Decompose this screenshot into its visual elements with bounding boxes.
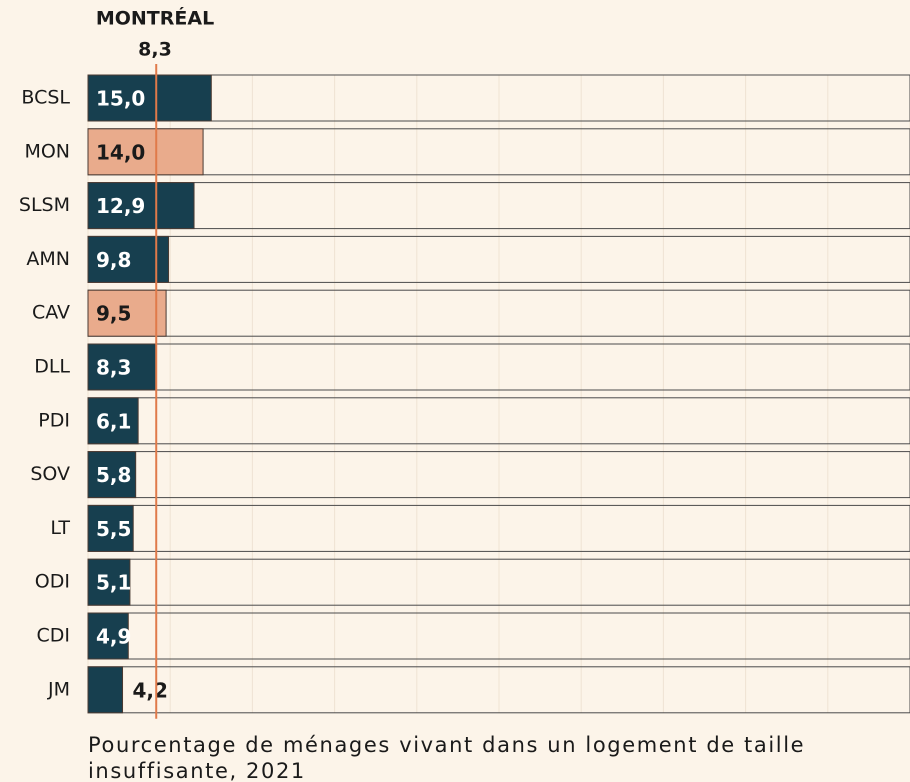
value-label: 6,1: [96, 409, 131, 433]
value-label: 9,8: [96, 248, 131, 272]
y-tick-label: PDI: [38, 409, 70, 431]
bar: [87, 74, 212, 122]
y-tick-label: DLL: [34, 356, 70, 378]
y-tick-label: ODI: [35, 571, 70, 593]
bar: [87, 397, 139, 445]
y-tick-label: AMN: [26, 248, 70, 270]
bar: [87, 235, 170, 283]
value-label: 15,0: [96, 87, 145, 111]
y-tick-label: SOV: [30, 463, 70, 485]
chart-title: Pourcentage de ménages vivant dans un lo…: [88, 733, 806, 782]
y-tick-label: BCSL: [21, 87, 70, 109]
value-label: 4,9: [96, 625, 131, 649]
bar: [87, 128, 204, 176]
value-label: 14,0: [96, 140, 145, 164]
y-tick-label: CDI: [36, 625, 70, 647]
value-label: 5,8: [96, 463, 131, 487]
value-label: 4,2: [133, 678, 168, 702]
y-tick-label: SLSM: [19, 194, 70, 216]
value-label: 5,1: [96, 571, 131, 595]
bar: [87, 343, 157, 391]
bar: [87, 182, 195, 230]
value-label: 12,9: [96, 194, 145, 218]
bar: [87, 504, 134, 552]
y-tick-label: JM: [47, 678, 70, 700]
bar: [87, 558, 131, 606]
value-label: 8,3: [96, 356, 131, 380]
reference-label: MONTRÉAL: [96, 7, 214, 30]
bar: [87, 451, 137, 499]
y-tick-label: MON: [24, 140, 70, 162]
y-tick-label: CAV: [32, 302, 70, 324]
y-tick-label: LT: [50, 517, 70, 539]
reference-value: 8,3: [138, 39, 172, 61]
bar: [87, 666, 124, 714]
value-label: 9,5: [96, 302, 131, 326]
bar: [87, 289, 167, 337]
bar: [87, 612, 129, 660]
value-label: 5,5: [96, 517, 131, 541]
chart: MONTRÉAL 8,3 BCSL 15,0 MON 14,0 SLSM 12,9 AMN 9…: [19, 7, 910, 719]
